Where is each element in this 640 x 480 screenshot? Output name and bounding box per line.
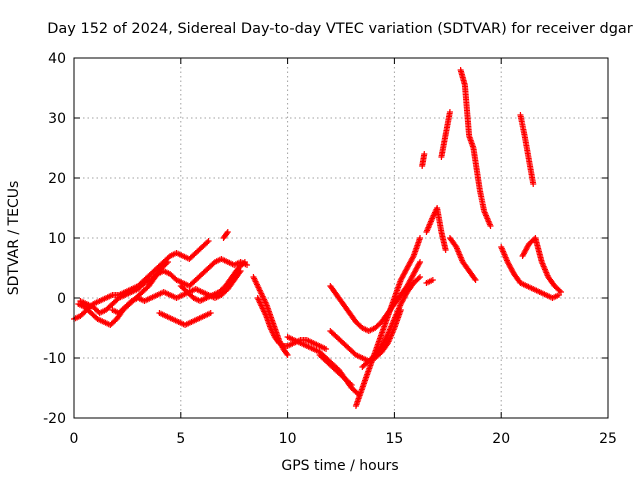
data-point-marker bbox=[487, 223, 494, 229]
data-point-marker bbox=[163, 260, 170, 267]
chart-title: Day 152 of 2024, Sidereal Day-to-day VTE… bbox=[47, 21, 633, 37]
x-tick-label: 10 bbox=[279, 431, 297, 447]
plot-frame bbox=[73, 57, 609, 419]
x-tick-label: 5 bbox=[176, 431, 185, 447]
y-tick-label: -10 bbox=[43, 351, 66, 367]
data-point-marker bbox=[207, 310, 214, 316]
data-point-marker bbox=[241, 259, 248, 265]
data-point-marker bbox=[204, 239, 211, 246]
data-point-marker bbox=[283, 350, 290, 357]
data-point-marker bbox=[472, 277, 479, 283]
data-point-marker bbox=[442, 247, 449, 253]
y-tick-label: 20 bbox=[48, 171, 66, 187]
x-tick-label: 0 bbox=[70, 431, 79, 447]
data-point-marker bbox=[240, 260, 247, 267]
data-point-marker bbox=[415, 275, 422, 282]
y-tick-label: -20 bbox=[43, 411, 66, 427]
data-point-marker bbox=[558, 289, 565, 295]
data-points bbox=[71, 67, 565, 409]
data-point-marker bbox=[429, 277, 436, 283]
y-tick-label: 40 bbox=[48, 51, 66, 67]
y-tick-labels: -20 -10 0 10 20 30 40 bbox=[43, 51, 66, 427]
data-point-marker bbox=[417, 259, 424, 265]
data-point-marker bbox=[409, 254, 416, 261]
x-tick-label: 15 bbox=[385, 431, 403, 447]
data-point-marker bbox=[471, 275, 478, 282]
x-tick-label: 20 bbox=[492, 431, 510, 447]
x-tick-labels: 0 5 10 15 20 25 bbox=[70, 431, 617, 447]
y-tick-label: 10 bbox=[48, 231, 66, 247]
data-point-marker bbox=[421, 151, 428, 157]
data-point-marker bbox=[223, 230, 230, 237]
data-point-marker bbox=[417, 274, 424, 280]
y-tick-label: 30 bbox=[48, 111, 66, 127]
data-point-marker bbox=[205, 238, 212, 244]
data-point-marker bbox=[347, 380, 354, 387]
data-point-marker bbox=[164, 259, 171, 265]
data-point-marker bbox=[446, 109, 453, 115]
data-point-marker bbox=[556, 287, 563, 294]
data-point-marker bbox=[323, 346, 330, 352]
y-axis-label: SDTVAR / TECUs bbox=[6, 181, 22, 296]
data-point-marker bbox=[530, 181, 537, 187]
data-point-marker bbox=[416, 260, 423, 267]
data-point-marker bbox=[224, 229, 231, 235]
x-tick-label: 25 bbox=[599, 431, 617, 447]
data-point-marker bbox=[384, 332, 391, 339]
y-tick-label: 0 bbox=[57, 291, 66, 307]
data-point-marker bbox=[348, 382, 355, 388]
x-axis-label: GPS time / hours bbox=[281, 458, 398, 474]
data-point-marker bbox=[417, 235, 424, 241]
data-point-marker bbox=[284, 352, 291, 358]
